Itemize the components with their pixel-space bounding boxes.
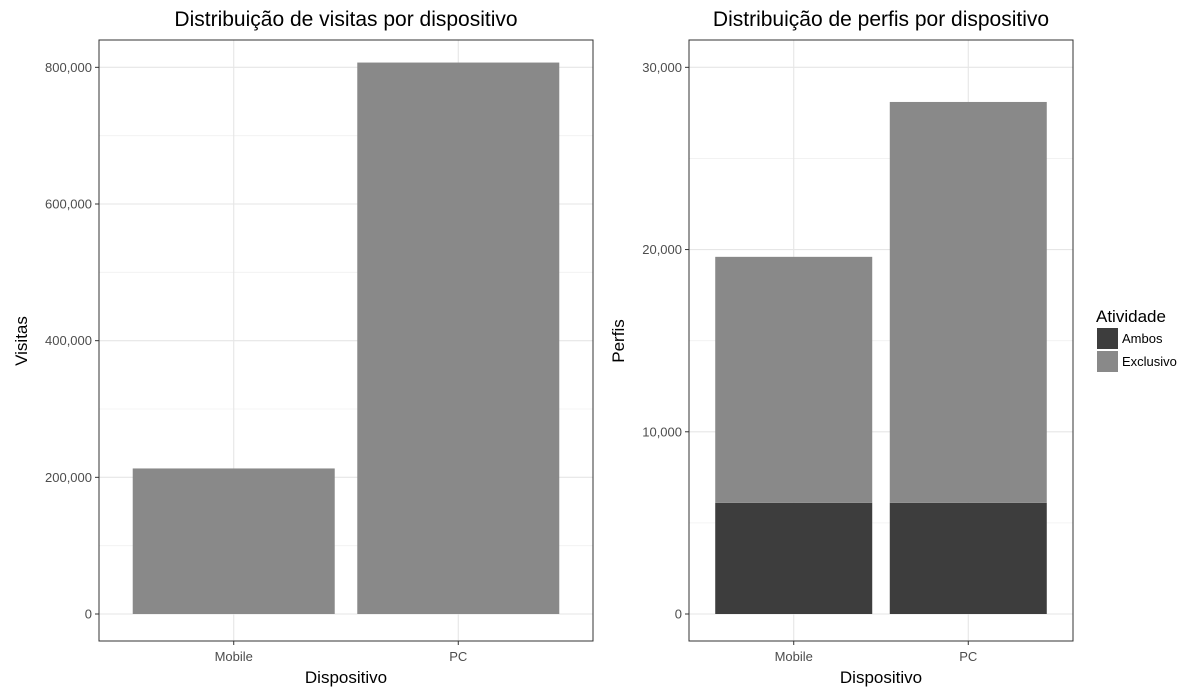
legend-label-ambos: Ambos: [1122, 331, 1163, 346]
legend-swatch-exclusivo: [1097, 351, 1118, 372]
y-axis-ticks: 0 200,000 400,000 600,000 800,000: [45, 60, 99, 622]
bar-pc: [357, 62, 560, 615]
legend-swatch-ambos: [1097, 328, 1118, 349]
y-axis-ticks: 0 10,000 20,000 30,000: [642, 60, 689, 622]
bars: [132, 62, 560, 615]
y-axis-title: Visitas: [12, 316, 31, 366]
x-axis-title: Dispositivo: [305, 668, 387, 687]
x-axis-title: Dispositivo: [840, 668, 922, 687]
plot-border: [688, 39, 1074, 642]
x-tick-label: PC: [959, 649, 977, 664]
x-tick-label: Mobile: [775, 649, 813, 664]
y-tick-label: 0: [675, 607, 682, 622]
y-tick-label: 800,000: [45, 60, 92, 75]
bar-exclusivo-mobile: [715, 256, 873, 503]
y-tick-label: 200,000: [45, 470, 92, 485]
chart-visitas: Distribuição de visitas por dispositivo …: [12, 8, 594, 687]
bar-ambos-pc: [889, 502, 1047, 614]
y-tick-label: 10,000: [642, 424, 682, 439]
legend-title: Atividade: [1096, 307, 1166, 326]
y-tick-label: 400,000: [45, 333, 92, 348]
bar-mobile: [132, 468, 335, 614]
x-tick-label: Mobile: [215, 649, 253, 664]
y-tick-label: 0: [85, 607, 92, 622]
chart-title: Distribuição de visitas por dispositivo: [174, 8, 517, 31]
legend-label-exclusivo: Exclusivo: [1122, 354, 1177, 369]
chart-perfis: Distribuição de perfis por dispositivo 0…: [609, 8, 1074, 687]
bar-exclusivo-pc: [889, 101, 1047, 503]
x-axis-ticks: Mobile PC: [775, 641, 977, 664]
y-axis-title: Perfis: [609, 319, 628, 362]
y-tick-label: 600,000: [45, 197, 92, 212]
y-tick-label: 20,000: [642, 242, 682, 257]
bar-ambos-mobile: [715, 502, 873, 614]
y-tick-label: 30,000: [642, 60, 682, 75]
chart-title: Distribuição de perfis por dispositivo: [713, 8, 1049, 31]
x-axis-ticks: Mobile PC: [215, 641, 467, 664]
legend: Atividade Ambos Exclusivo: [1096, 307, 1177, 372]
x-tick-label: PC: [449, 649, 467, 664]
bars: [715, 101, 1047, 614]
